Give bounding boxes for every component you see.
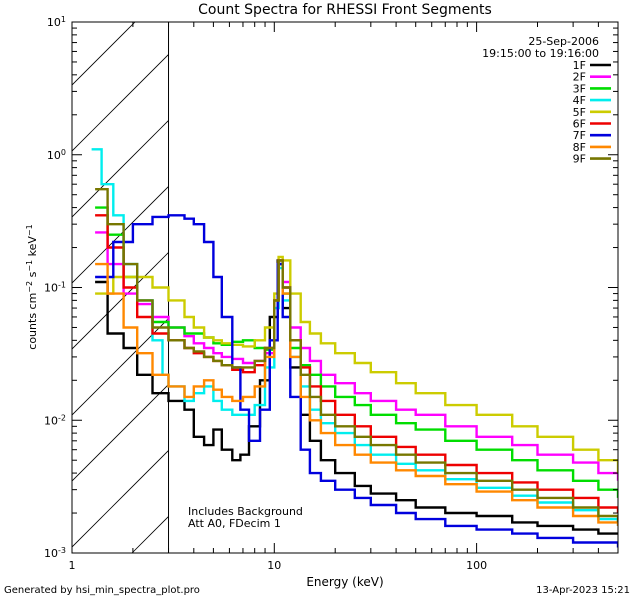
y-tick-label: 10-3: [44, 546, 66, 561]
hatch-line: [72, 317, 169, 416]
legend-item-5F: 5F: [573, 106, 611, 119]
axis-ticks: [71, 22, 619, 554]
hatch-line: [72, 53, 169, 152]
hatch-line: [72, 449, 169, 548]
annotation-time-range: 19:15:00 to 19:16:00: [482, 47, 599, 60]
hatch-line: [72, 383, 169, 482]
legend-item-7F: 7F: [573, 129, 611, 142]
legend-item-8F: 8F: [573, 141, 611, 154]
series-2F: [95, 231, 618, 481]
legend-item-6F: 6F: [573, 118, 611, 131]
x-axis-label: Energy (keV): [306, 575, 383, 589]
series-9F: [95, 188, 618, 523]
hatch-line: [131, 515, 169, 553]
legend-label: 3F: [573, 82, 586, 95]
legend-label: 1F: [573, 59, 586, 72]
legend-label: 5F: [573, 106, 586, 119]
x-tick-label: 1: [69, 559, 76, 572]
hatch-line: [0, 22, 3, 553]
legend-item-9F: 9F: [573, 153, 611, 166]
legend-item-3F: 3F: [573, 82, 611, 95]
y-tick-label: 101: [47, 15, 66, 30]
annotation-background: Includes Background: [188, 505, 303, 518]
legend-label: 6F: [573, 118, 586, 131]
y-tick-label: 100: [47, 147, 66, 162]
legend-item-1F: 1F: [573, 59, 611, 72]
y-tick-label: 10-1: [44, 280, 66, 295]
x-tick-label: 10: [267, 559, 281, 572]
legend-item-4F: 4F: [573, 94, 611, 107]
series-5F: [95, 255, 618, 474]
legend-label: 9F: [573, 153, 586, 166]
chart-title: Count Spectra for RHESSI Front Segments: [198, 2, 492, 18]
footer-timestamp: 13-Apr-2023 15:21: [536, 585, 630, 596]
y-tick-label: 10-2: [44, 413, 66, 428]
y-axis-label: counts cm−2 s−1 keV−1: [25, 224, 40, 349]
footer-generated-by: Generated by hsi_min_spectra_plot.pro: [4, 585, 200, 596]
legend-label: 8F: [573, 141, 586, 154]
legend-label: 7F: [573, 129, 586, 142]
x-tick-label: 100: [466, 559, 487, 572]
legend-label: 4F: [573, 94, 586, 107]
annotation-date: 25-Sep-2006: [528, 35, 599, 48]
legend-label: 2F: [573, 71, 586, 84]
legend-item-2F: 2F: [573, 71, 611, 84]
hatch-line: [72, 22, 136, 86]
annotation-attenuator: Att A0, FDecim 1: [188, 517, 281, 530]
